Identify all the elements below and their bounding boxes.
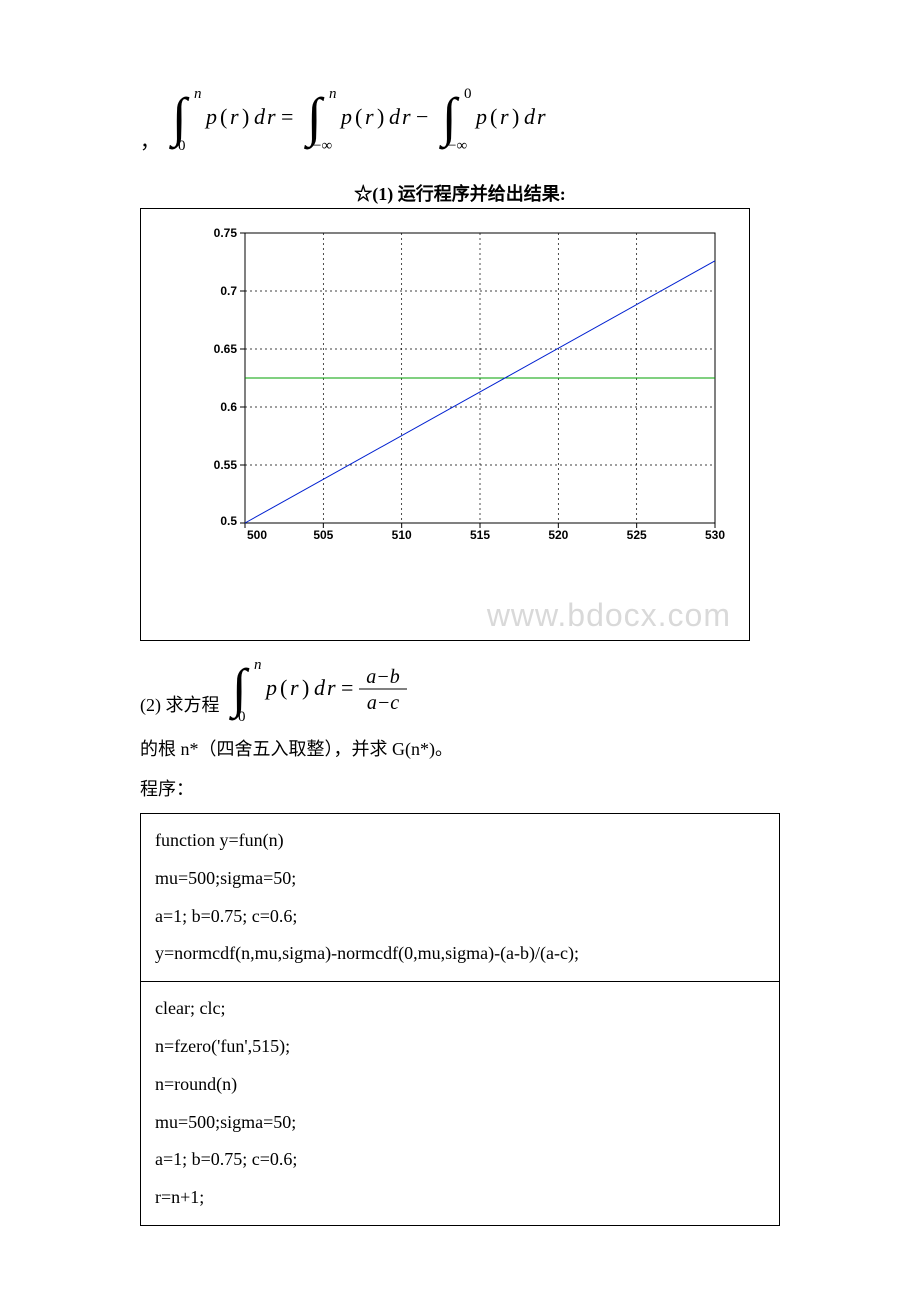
code-line: y=normcdf(n,mu,sigma)-normcdf(0,mu,sigma… [155,935,765,973]
svg-text:−: − [416,104,428,129]
svg-text:(: ( [490,104,497,129]
svg-text:(: ( [355,104,362,129]
code-line: a=1; b=0.75; c=0.6; [155,898,765,936]
svg-text:a−b: a−b [366,666,400,688]
svg-text:d: d [254,104,266,129]
code-line: n=fzero('fun',515); [155,1028,765,1066]
svg-text:0.6: 0.6 [220,400,237,414]
svg-text:r: r [290,675,299,700]
svg-text:=: = [341,675,353,700]
svg-text:0.55: 0.55 [214,458,238,472]
code-line: r=n+1; [155,1179,765,1217]
svg-text:0: 0 [464,86,472,102]
svg-text:0.5: 0.5 [220,514,237,528]
svg-text:0: 0 [238,709,246,725]
svg-text:(: ( [280,675,287,700]
svg-text:510: 510 [392,528,412,542]
svg-text:500: 500 [247,528,267,542]
svg-text:n: n [194,86,202,102]
svg-text:r: r [230,104,239,129]
line-chart: 0.5 0.55 0.6 0.65 0.7 0.75 500 505 510 515 520 525 5… [155,223,735,553]
code-line: mu=500;sigma=50; [155,860,765,898]
svg-text:p: p [264,675,277,700]
svg-text:−∞: −∞ [313,138,332,154]
svg-text:0.75: 0.75 [214,226,238,240]
svg-text:0.7: 0.7 [220,284,237,298]
chart-container: 0.5 0.55 0.6 0.65 0.7 0.75 500 505 510 515 520 525 5… [140,208,750,641]
svg-text:r: r [327,675,336,700]
code-line: mu=500;sigma=50; [155,1104,765,1142]
svg-text:d: d [389,104,401,129]
svg-text:515: 515 [470,528,490,542]
svg-text:530: 530 [705,528,725,542]
svg-text:=: = [281,104,293,129]
svg-text:r: r [500,104,509,129]
code-line: clear; clc; [155,990,765,1028]
svg-text:): ) [302,675,309,700]
svg-text:−∞: −∞ [448,138,467,154]
root-sentence: 的根 n*（四舍五入取整），并求 G(n*)。 [140,731,780,767]
svg-text:): ) [377,104,384,129]
svg-text:a−c: a−c [366,692,398,714]
q2-prefix: (2) 求方程 [140,687,220,723]
svg-text:d: d [524,104,536,129]
leading-comma: ， [140,125,160,160]
section-heading: ☆(1) 运行程序并给出结果: [140,180,780,206]
svg-text:505: 505 [313,528,333,542]
svg-text:0.65: 0.65 [214,342,238,356]
code-line: function y=fun(n) [155,822,765,860]
svg-text:(: ( [220,104,227,129]
code-block-main: clear; clc;n=fzero('fun',515);n=round(n)… [141,982,779,1225]
svg-text:): ) [512,104,519,129]
svg-text:n: n [254,657,262,673]
code-box: function y=fun(n)mu=500;sigma=50;a=1; b=… [140,813,780,1226]
integral-equation-top: ∫n0p(r)dr=∫n−∞p(r)dr−∫0−∞p(r)dr [164,80,604,160]
svg-text:p: p [339,104,352,129]
svg-text:r: r [402,104,411,129]
svg-text:d: d [314,675,326,700]
integral-equation-mid: ∫n0p(r)dr=a−ba−c [224,651,444,727]
watermark-text: www.bdocx.com [141,593,749,640]
code-line: n=round(n) [155,1066,765,1104]
svg-text:r: r [267,104,276,129]
svg-text:520: 520 [548,528,568,542]
code-line: a=1; b=0.75; c=0.6; [155,1141,765,1179]
svg-text:525: 525 [627,528,647,542]
svg-text:p: p [474,104,487,129]
program-label: 程序： [140,771,780,807]
question-2-row: (2) 求方程 ∫n0p(r)dr=a−ba−c [140,651,780,727]
svg-text:p: p [204,104,217,129]
equation-top-row: ， ∫n0p(r)dr=∫n−∞p(r)dr−∫0−∞p(r)dr [140,80,780,160]
svg-text:0: 0 [178,138,186,154]
svg-text:n: n [329,86,337,102]
svg-text:r: r [365,104,374,129]
code-block-fun: function y=fun(n)mu=500;sigma=50;a=1; b=… [141,814,779,981]
svg-text:r: r [537,104,546,129]
svg-text:): ) [242,104,249,129]
